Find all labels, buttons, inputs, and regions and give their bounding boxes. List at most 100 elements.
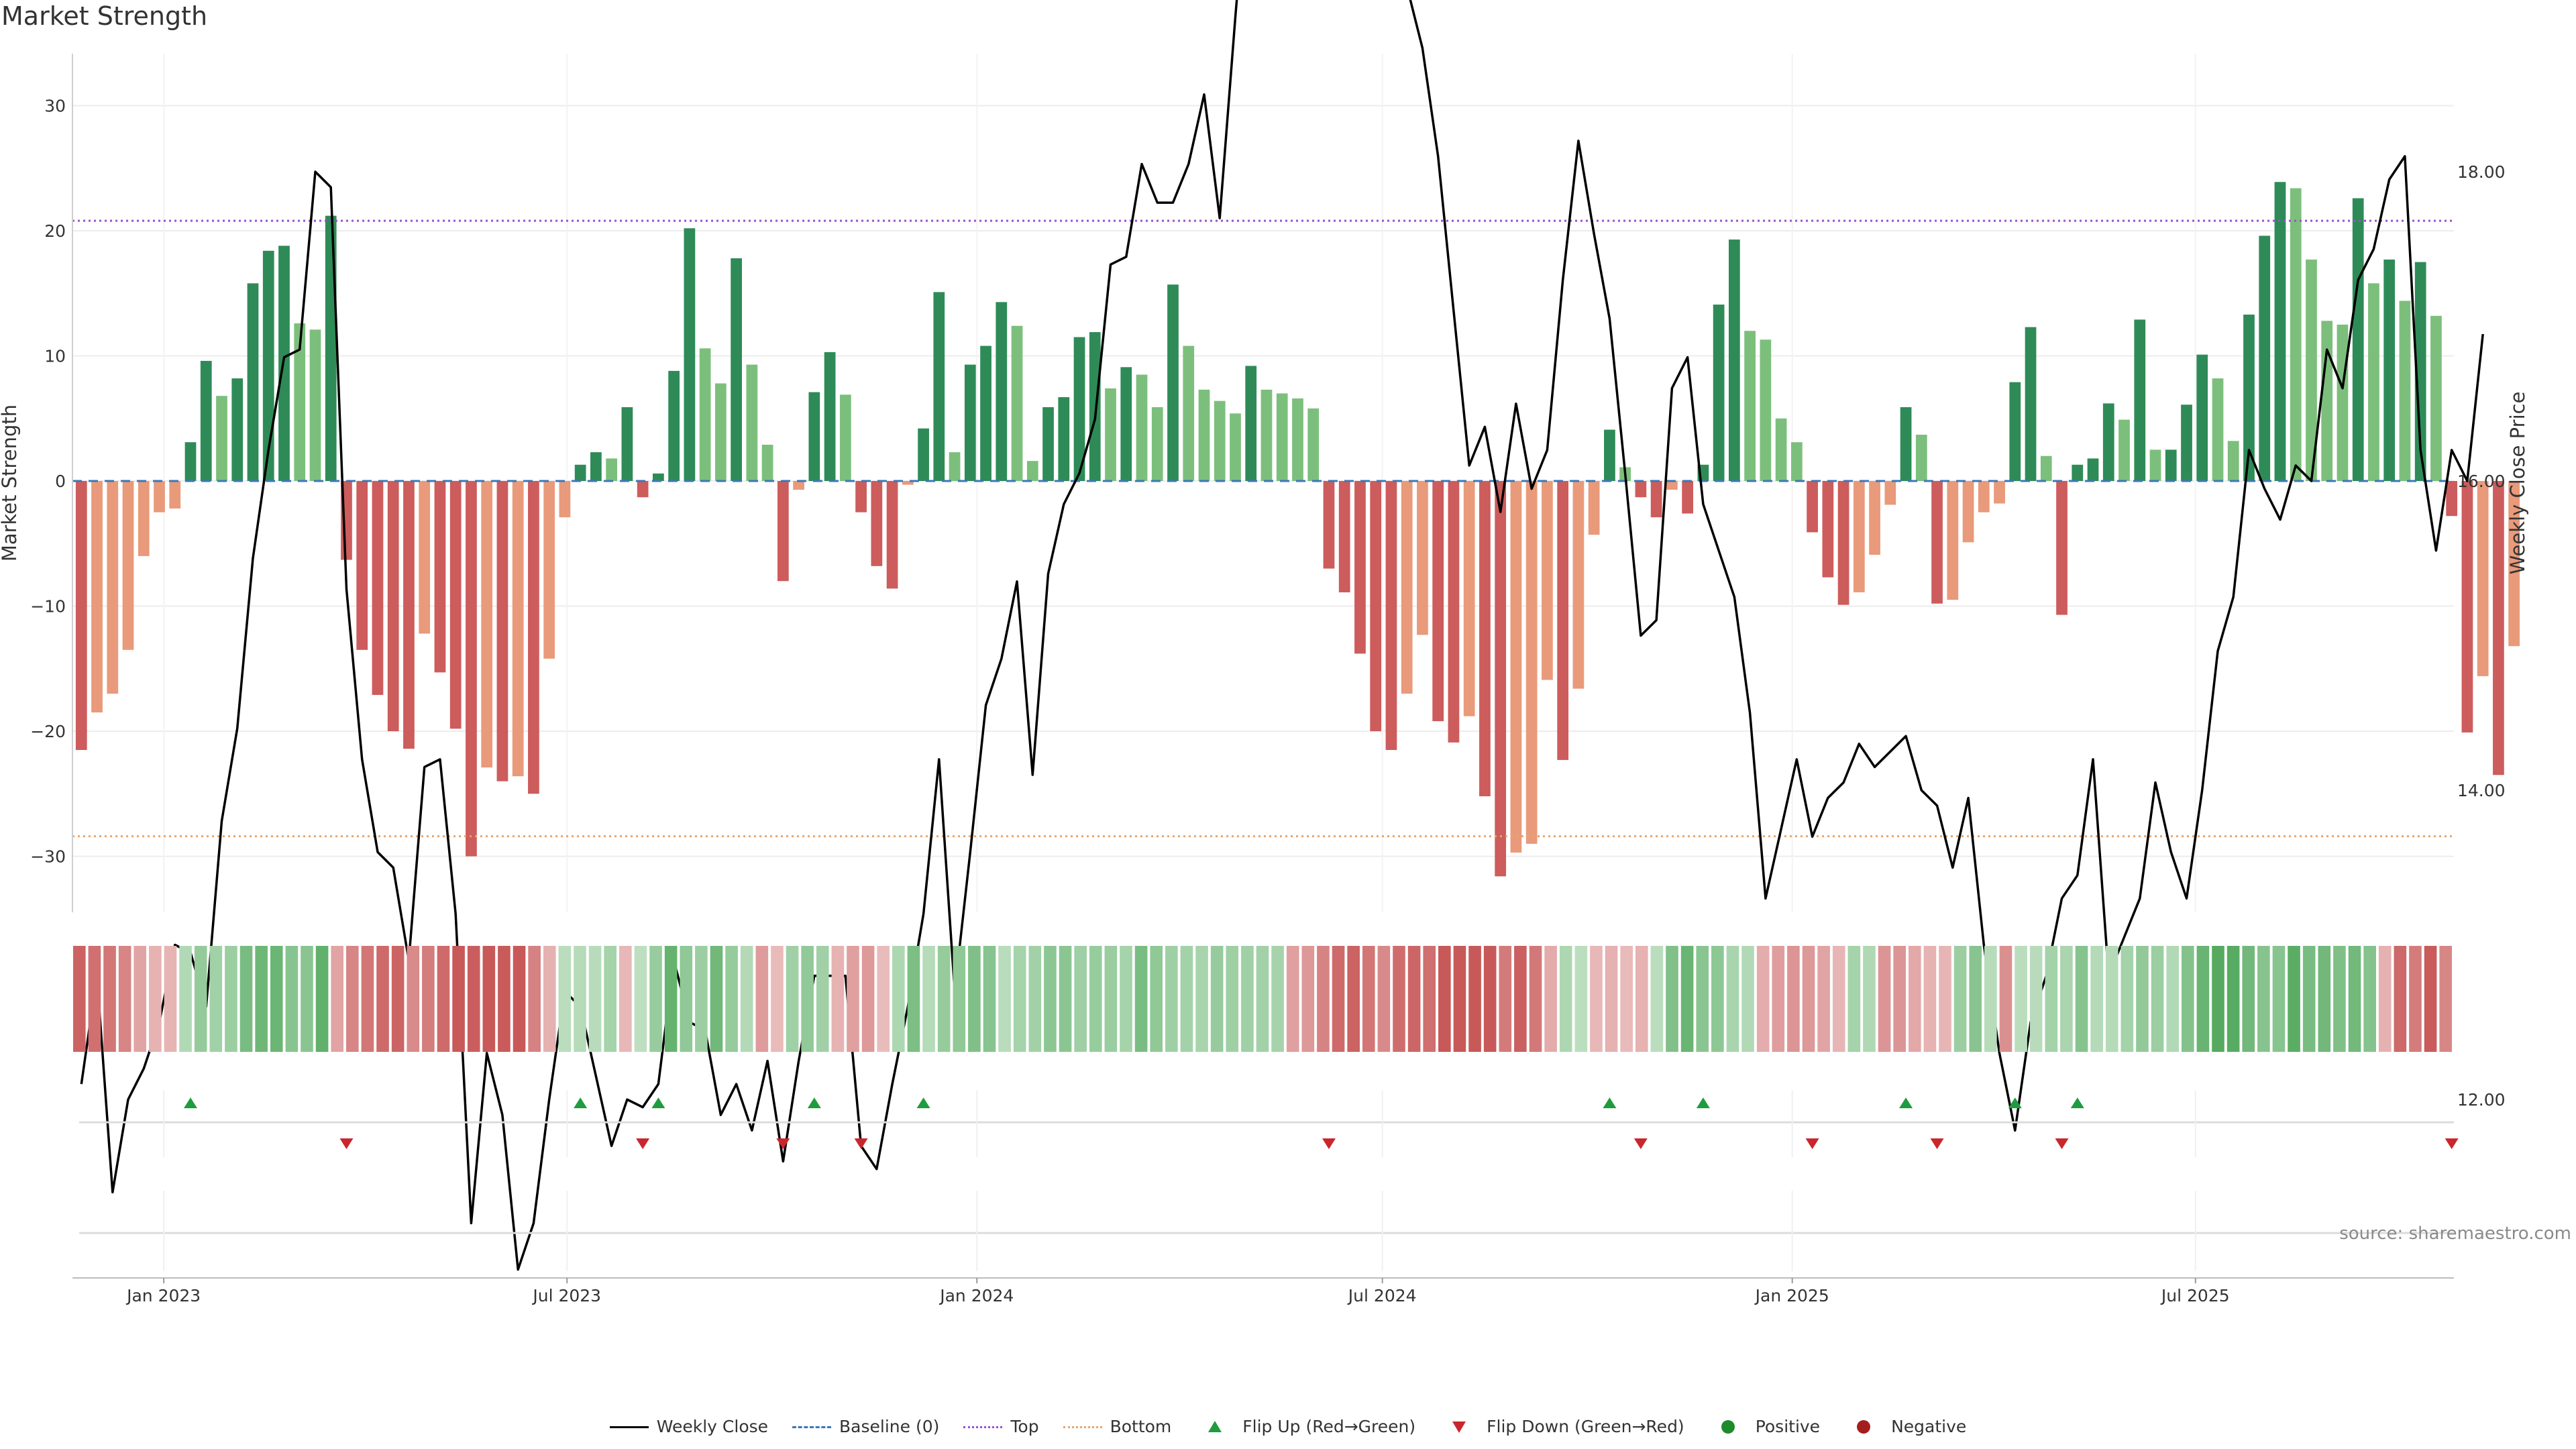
heat-cell bbox=[1696, 946, 1709, 1052]
heat-cell bbox=[103, 946, 116, 1052]
heat-cell bbox=[1666, 946, 1678, 1052]
heat-cell bbox=[498, 946, 511, 1052]
flip-up-marker bbox=[1899, 1097, 1913, 1108]
heat-cell bbox=[1969, 946, 1982, 1052]
heat-cell bbox=[118, 946, 131, 1052]
strength-heat-strip bbox=[73, 946, 2452, 1052]
strength-bar bbox=[1790, 442, 1803, 481]
heat-cell bbox=[937, 946, 951, 1052]
heat-cell bbox=[407, 946, 420, 1052]
heat-cell bbox=[1453, 946, 1466, 1052]
heat-cell bbox=[2181, 946, 2194, 1052]
strength-bar bbox=[138, 481, 150, 556]
heat-cell bbox=[2318, 946, 2331, 1052]
heat-cell bbox=[861, 946, 875, 1052]
heat-cell bbox=[2212, 946, 2224, 1052]
strength-bar bbox=[1151, 407, 1163, 481]
heat-cell bbox=[543, 946, 556, 1052]
strength-bar bbox=[1401, 481, 1413, 694]
strength-bar bbox=[1884, 481, 1896, 505]
strength-bar bbox=[886, 481, 898, 589]
strength-bar bbox=[372, 481, 384, 695]
heat-cell bbox=[1180, 946, 1193, 1052]
heat-cell bbox=[771, 946, 784, 1052]
heat-cell bbox=[1559, 946, 1572, 1052]
heat-cell bbox=[1028, 946, 1042, 1052]
heat-cell bbox=[1953, 946, 1967, 1052]
strength-bar bbox=[1713, 305, 1725, 481]
strength-bar bbox=[1744, 331, 1756, 481]
strength-bar bbox=[2087, 458, 2099, 481]
heat-cell bbox=[1407, 946, 1421, 1052]
legend-item-positive: Positive bbox=[1709, 1417, 1820, 1436]
heat-cell bbox=[2272, 946, 2286, 1052]
flip-up-marker bbox=[651, 1097, 665, 1108]
strength-bar bbox=[1635, 481, 1647, 498]
heat-cell bbox=[1423, 946, 1436, 1052]
strength-bar bbox=[2414, 262, 2426, 481]
legend-label: Weekly Close bbox=[656, 1417, 769, 1436]
heat-cell bbox=[1347, 946, 1360, 1052]
strength-bar bbox=[1853, 481, 1865, 592]
strength-bar bbox=[1900, 407, 1912, 481]
strength-bar bbox=[653, 473, 664, 481]
reference-lines bbox=[72, 219, 2454, 838]
flip-down-marker bbox=[1930, 1138, 1944, 1149]
y-tick-label: 20 bbox=[44, 221, 66, 241]
heat-cell bbox=[285, 946, 299, 1052]
strength-bar bbox=[902, 481, 914, 485]
strength-bar bbox=[684, 228, 696, 481]
heat-cell bbox=[1908, 946, 1921, 1052]
heat-cell bbox=[209, 946, 223, 1052]
strength-bar bbox=[559, 481, 571, 518]
heat-cell bbox=[1574, 946, 1588, 1052]
heat-cell bbox=[437, 946, 450, 1052]
heat-cell bbox=[1863, 946, 1876, 1052]
strength-bar bbox=[434, 481, 446, 673]
chart-title: Market Strength bbox=[1, 1, 208, 31]
strength-bar bbox=[1276, 393, 1288, 481]
strength-bar bbox=[419, 481, 431, 634]
heat-cell bbox=[1832, 946, 1845, 1052]
heat-cell bbox=[2029, 946, 2043, 1052]
legend-label: Flip Down (Green→Red) bbox=[1487, 1417, 1684, 1436]
strength-bar bbox=[2025, 327, 2037, 481]
strength-bar bbox=[1089, 332, 1101, 481]
strength-bar bbox=[1837, 481, 1849, 605]
strength-bar bbox=[2306, 259, 2317, 481]
gridlines bbox=[72, 54, 2454, 912]
strength-bar bbox=[1463, 481, 1475, 716]
heat-cell bbox=[1529, 946, 1542, 1052]
flip-down-marker bbox=[854, 1138, 868, 1149]
strength-bar bbox=[481, 481, 493, 768]
strength-bar bbox=[449, 481, 462, 729]
strength-bar bbox=[1354, 481, 1366, 654]
strength-bar bbox=[715, 383, 727, 481]
red-dot-icon bbox=[1844, 1419, 1883, 1435]
heat-cell bbox=[1817, 946, 1830, 1052]
flip-up-marker bbox=[807, 1097, 821, 1108]
heat-cell bbox=[2424, 946, 2437, 1052]
strength-bar bbox=[2040, 455, 2052, 481]
strength-bar bbox=[918, 428, 929, 481]
heat-cell bbox=[1635, 946, 1648, 1052]
heat-cell bbox=[1134, 946, 1148, 1052]
strength-bar bbox=[590, 452, 602, 481]
heat-cell bbox=[907, 946, 920, 1052]
strength-bar bbox=[1495, 481, 1507, 877]
strength-bar bbox=[2227, 441, 2239, 481]
strength-bar bbox=[2446, 481, 2458, 517]
heat-cell bbox=[2121, 946, 2134, 1052]
heat-cell bbox=[1271, 946, 1284, 1052]
heat-cell bbox=[998, 946, 1011, 1052]
legend-item-flip-up: Flip Up (Red→Green) bbox=[1195, 1417, 1415, 1436]
strength-bar bbox=[466, 481, 477, 857]
heat-cell bbox=[1787, 946, 1800, 1052]
strength-bar bbox=[107, 481, 119, 694]
strength-bar bbox=[2493, 481, 2504, 775]
strength-bars bbox=[75, 182, 2520, 877]
heat-cell bbox=[1923, 946, 1937, 1052]
heat-cell bbox=[1317, 946, 1330, 1052]
strength-bar bbox=[247, 283, 259, 481]
strength-bar bbox=[2430, 315, 2442, 481]
